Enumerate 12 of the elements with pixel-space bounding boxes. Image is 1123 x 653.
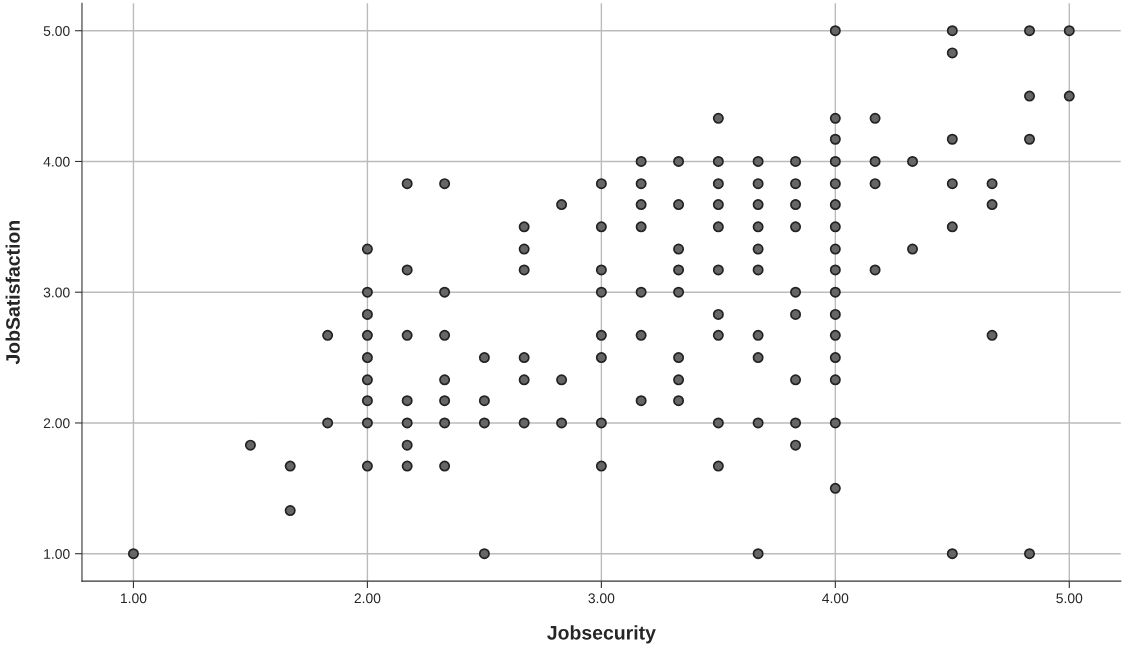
y-tick-label: 4.00 bbox=[43, 156, 70, 167]
y-tick-label: 2.00 bbox=[43, 418, 70, 429]
x-tick-label: 2.00 bbox=[354, 593, 381, 604]
y-tick-label: 1.00 bbox=[44, 549, 70, 559]
x-tick-label: 1.00 bbox=[120, 593, 147, 604]
y-axis-title: JobSatisfaction bbox=[5, 221, 20, 365]
x-tick-label: 3.00 bbox=[588, 593, 615, 604]
x-tick-label: 5.00 bbox=[1056, 593, 1083, 604]
x-tick-label: 4.00 bbox=[822, 593, 849, 604]
x-axis-title: Jobsecurity bbox=[547, 625, 656, 644]
y-tick-label: 5.00 bbox=[43, 26, 70, 36]
y-tick-label: 3.00 bbox=[43, 287, 70, 298]
